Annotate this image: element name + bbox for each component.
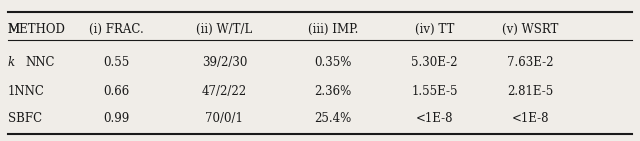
Text: 25.4%: 25.4% xyxy=(314,112,351,125)
Text: SBFC: SBFC xyxy=(8,112,42,125)
Text: (iii) IMP.: (iii) IMP. xyxy=(308,23,358,36)
Text: 7.63E-2: 7.63E-2 xyxy=(507,56,554,69)
Text: 1NNC: 1NNC xyxy=(8,85,45,98)
Text: METHOD: METHOD xyxy=(8,23,66,36)
Text: 0.66: 0.66 xyxy=(103,85,129,98)
Text: (iv) TT: (iv) TT xyxy=(415,23,454,36)
Text: 0.55: 0.55 xyxy=(103,56,129,69)
Text: NNC: NNC xyxy=(26,56,55,69)
Text: <1E-8: <1E-8 xyxy=(416,112,454,125)
Text: (i) FRAC.: (i) FRAC. xyxy=(89,23,143,36)
Text: <1E-8: <1E-8 xyxy=(511,112,549,125)
Text: 47/2/22: 47/2/22 xyxy=(202,85,247,98)
Text: (ii) W/T/L: (ii) W/T/L xyxy=(196,23,253,36)
Text: 39/2/30: 39/2/30 xyxy=(202,56,247,69)
Text: k: k xyxy=(8,56,15,69)
Text: 2.36%: 2.36% xyxy=(314,85,351,98)
Text: 1.55E-5: 1.55E-5 xyxy=(412,85,458,98)
Text: (v) WSRT: (v) WSRT xyxy=(502,23,559,36)
Text: M: M xyxy=(8,23,20,36)
Text: 2.81E-5: 2.81E-5 xyxy=(507,85,554,98)
Text: 0.99: 0.99 xyxy=(103,112,129,125)
Text: 0.35%: 0.35% xyxy=(314,56,351,69)
Text: 70/0/1: 70/0/1 xyxy=(205,112,243,125)
Text: 5.30E-2: 5.30E-2 xyxy=(412,56,458,69)
